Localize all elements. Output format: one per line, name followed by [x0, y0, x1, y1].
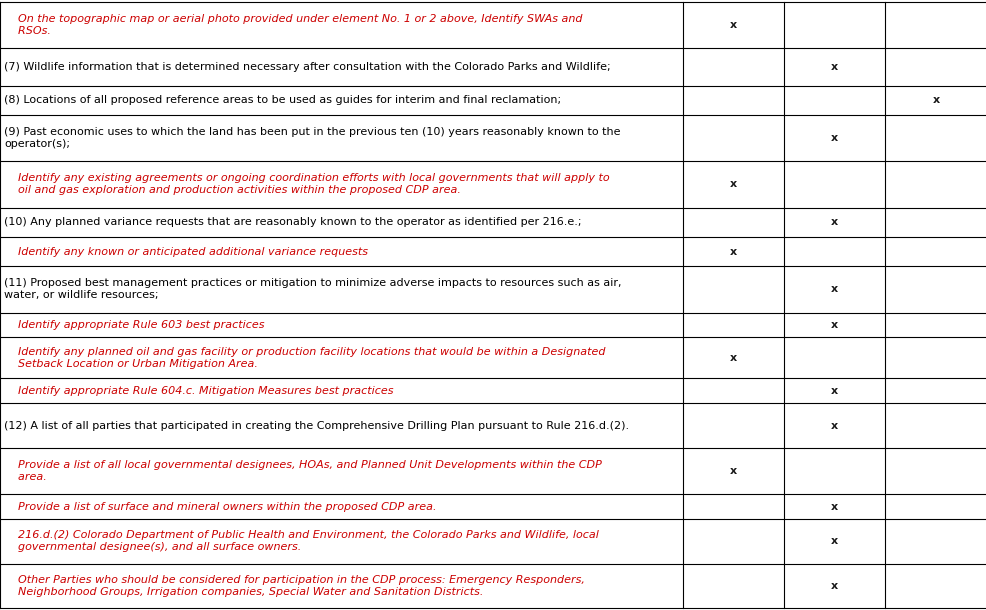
Text: x: x — [932, 95, 939, 106]
Text: x: x — [830, 581, 837, 590]
Text: x: x — [730, 179, 737, 190]
Text: Identify any existing agreements or ongoing coordination efforts with local gove: Identify any existing agreements or ongo… — [4, 173, 609, 195]
Text: 216.d.(2) Colorado Department of Public Health and Environment, the Colorado Par: 216.d.(2) Colorado Department of Public … — [4, 530, 599, 552]
Text: x: x — [830, 133, 837, 143]
Text: Identify any known or anticipated additional variance requests: Identify any known or anticipated additi… — [4, 246, 368, 257]
Text: Identify appropriate Rule 604.c. Mitigation Measures best practices: Identify appropriate Rule 604.c. Mitigat… — [4, 386, 393, 396]
Text: (12) A list of all parties that participated in creating the Comprehensive Drill: (12) A list of all parties that particip… — [4, 420, 628, 431]
Text: x: x — [830, 386, 837, 396]
Text: x: x — [830, 420, 837, 431]
Text: On the topographic map or aerial photo provided under element No. 1 or 2 above, : On the topographic map or aerial photo p… — [4, 14, 582, 36]
Text: x: x — [730, 353, 737, 363]
Text: (9) Past economic uses to which the land has been put in the previous ten (10) y: (9) Past economic uses to which the land… — [4, 127, 620, 149]
Text: x: x — [830, 536, 837, 547]
Text: Identify any planned oil and gas facility or production facility locations that : Identify any planned oil and gas facilit… — [4, 347, 604, 369]
Text: (11) Proposed best management practices or mitigation to minimize adverse impact: (11) Proposed best management practices … — [4, 278, 621, 301]
Text: (10) Any planned variance requests that are reasonably known to the operator as : (10) Any planned variance requests that … — [4, 217, 581, 228]
Text: x: x — [730, 466, 737, 476]
Text: x: x — [730, 20, 737, 30]
Text: (7) Wildlife information that is determined necessary after consultation with th: (7) Wildlife information that is determi… — [4, 62, 610, 72]
Text: x: x — [730, 246, 737, 257]
Text: x: x — [830, 320, 837, 330]
Text: Other Parties who should be considered for participation in the CDP process: Eme: Other Parties who should be considered f… — [4, 575, 585, 597]
Text: Provide a list of surface and mineral owners within the proposed CDP area.: Provide a list of surface and mineral ow… — [4, 501, 436, 512]
Text: x: x — [830, 501, 837, 512]
Text: (8) Locations of all proposed reference areas to be used as guides for interim a: (8) Locations of all proposed reference … — [4, 95, 561, 106]
Text: x: x — [830, 217, 837, 228]
Text: x: x — [830, 62, 837, 72]
Text: x: x — [830, 284, 837, 295]
Text: Identify appropriate Rule 603 best practices: Identify appropriate Rule 603 best pract… — [4, 320, 264, 330]
Text: Provide a list of all local governmental designees, HOAs, and Planned Unit Devel: Provide a list of all local governmental… — [4, 460, 601, 482]
